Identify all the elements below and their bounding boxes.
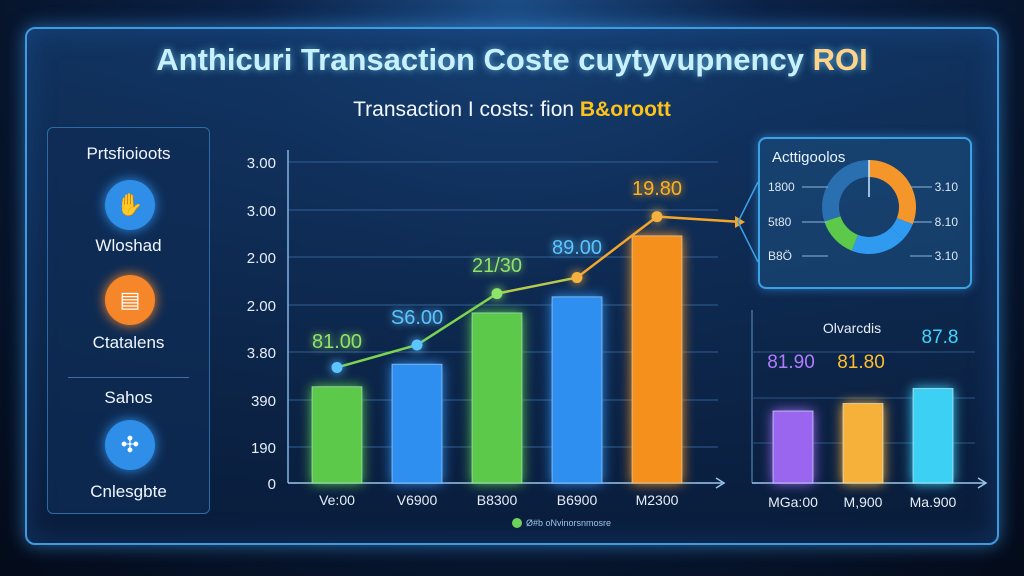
bar bbox=[551, 296, 603, 484]
arrow-icon bbox=[735, 216, 745, 228]
bar bbox=[631, 235, 683, 484]
data-label: 81.00 bbox=[312, 331, 362, 353]
donut-slice bbox=[821, 159, 870, 222]
hand-icon[interactable]: ✋ bbox=[105, 180, 155, 230]
bar bbox=[842, 403, 884, 484]
trend-line-segment bbox=[496, 276, 578, 295]
legend-swatch bbox=[512, 518, 522, 528]
bar bbox=[912, 388, 954, 484]
sidebar-item-label[interactable]: Wloshad bbox=[95, 236, 162, 255]
donut-title: Acttigoolos bbox=[772, 149, 846, 166]
x-axis-arrow-icon bbox=[715, 477, 726, 489]
y-tick-label: 3.80 bbox=[247, 345, 276, 362]
y-tick-label: 3.00 bbox=[247, 203, 276, 220]
divider bbox=[68, 377, 189, 378]
trend-line-segment bbox=[336, 343, 418, 369]
donut-label: 1800 bbox=[768, 180, 795, 194]
sidebar-item-label[interactable]: Cnlesgbte bbox=[90, 482, 167, 501]
page-title: Anthicuri Transaction Coste cuytyvupnenc… bbox=[156, 42, 868, 77]
box-icon[interactable]: ▤ bbox=[105, 275, 155, 325]
donut-label: B8Ö bbox=[768, 249, 792, 263]
donut-slice bbox=[869, 160, 917, 225]
x-tick-label: M,900 bbox=[844, 494, 883, 510]
trend-line-segment bbox=[656, 215, 743, 224]
y-tick-label: 0 bbox=[268, 476, 276, 493]
x-tick-label: Ve:00 bbox=[319, 492, 355, 508]
x-tick-label: MGa:00 bbox=[768, 494, 818, 510]
small-chart-title: Olvarcdis bbox=[823, 320, 881, 336]
data-point bbox=[411, 339, 423, 351]
x-axis-arrow-icon bbox=[977, 477, 988, 489]
data-point bbox=[331, 361, 343, 373]
data-label: 21/30 bbox=[472, 255, 522, 277]
legend-label: Ø#b oNvinorsnmosre bbox=[526, 518, 612, 528]
data-label: 87.8 bbox=[922, 327, 959, 348]
data-label: 81.90 bbox=[767, 352, 815, 373]
y-tick-label: 190 bbox=[251, 440, 276, 457]
y-tick-label: 390 bbox=[251, 393, 276, 410]
network-icon[interactable]: ✣ bbox=[105, 420, 155, 470]
donut-label: 3.10 bbox=[935, 180, 959, 194]
data-point bbox=[491, 288, 503, 300]
x-tick-label: M2300 bbox=[636, 492, 679, 508]
data-label: 89.00 bbox=[552, 237, 602, 259]
data-label: 81.80 bbox=[837, 352, 885, 373]
sidebar: Prtsfioioots ✋ Wloshad ▤ Ctatalens Sahos… bbox=[47, 127, 210, 514]
data-label: 19.80 bbox=[632, 178, 682, 200]
sidebar-heading: Prtsfioioots bbox=[86, 144, 171, 163]
x-tick-label: Ma.900 bbox=[910, 494, 957, 510]
connector-line bbox=[737, 181, 759, 263]
x-tick-label: B6900 bbox=[557, 492, 598, 508]
y-tick-label: 2.00 bbox=[247, 298, 276, 315]
donut-slice bbox=[824, 216, 858, 251]
data-point bbox=[571, 272, 583, 284]
x-tick-label: V6900 bbox=[397, 492, 438, 508]
donut-label: 8.10 bbox=[935, 215, 959, 229]
page-subtitle: Transaction I costs: fion B&oroott bbox=[353, 98, 671, 121]
sidebar-section-title: Sahos bbox=[104, 388, 153, 407]
sidebar-item-label[interactable]: Ctatalens bbox=[92, 333, 165, 352]
y-tick-label: 2.00 bbox=[247, 250, 276, 267]
donut-label: 3.10 bbox=[935, 249, 959, 263]
bar bbox=[471, 312, 523, 484]
bar bbox=[311, 386, 363, 484]
donut-label: 5t80 bbox=[768, 215, 792, 229]
data-label: S6.00 bbox=[391, 307, 443, 329]
data-point bbox=[651, 211, 663, 223]
donut-slice bbox=[851, 227, 904, 255]
trend-line-segment bbox=[416, 292, 498, 347]
y-tick-label: 3.00 bbox=[247, 155, 276, 172]
trend-line-segment bbox=[576, 215, 658, 279]
donut-slice bbox=[890, 218, 913, 240]
bar bbox=[772, 410, 814, 484]
legend: Ø#b oNvinorsnmosre bbox=[512, 518, 611, 528]
x-tick-label: B8300 bbox=[477, 492, 518, 508]
bar bbox=[391, 363, 443, 484]
